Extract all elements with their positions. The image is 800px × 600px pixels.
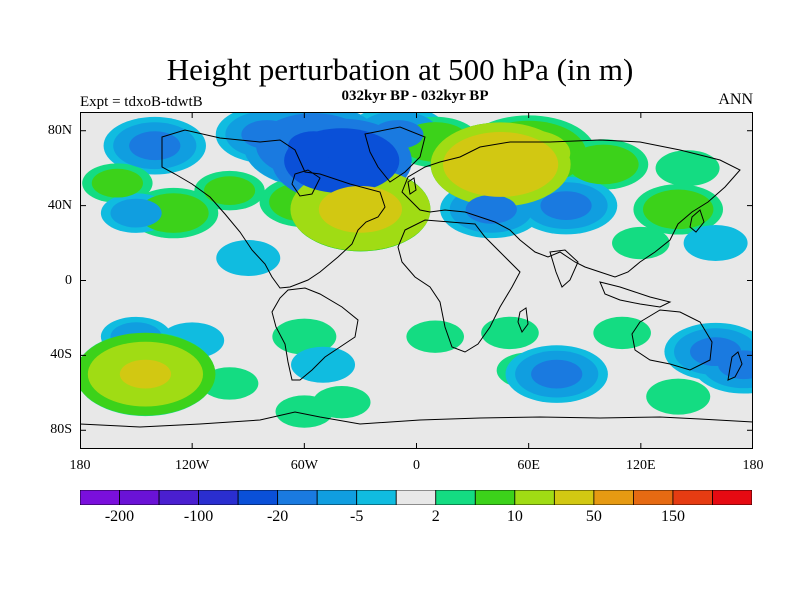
coastlines <box>80 126 753 428</box>
colorbar-swatch-3 <box>198 490 239 505</box>
coastline-north-america <box>161 129 386 289</box>
anomaly-blob-20-level-2 <box>683 225 748 262</box>
lon-label: 120W <box>175 458 210 473</box>
colorbar-swatch-9 <box>435 490 476 505</box>
plot-subtitle: 032kyr BP - 032kyr BP <box>341 88 489 104</box>
anomaly-blob-21-level-2 <box>216 240 281 277</box>
colorbar-label: 150 <box>660 508 685 525</box>
colorbar-label: -20 <box>266 508 289 525</box>
colorbar-swatch-4 <box>237 490 279 505</box>
colorbar-swatch-10 <box>474 490 516 505</box>
anomaly-blob-37-level-2 <box>646 378 711 415</box>
anomaly-blob-13-level-5 <box>138 193 209 233</box>
anomaly-blob-15-level-5 <box>203 176 256 206</box>
anomaly-blob-33-level-10 <box>531 359 583 389</box>
coastline-antarctica <box>80 411 753 428</box>
colorbar-swatch-8 <box>395 490 437 505</box>
lon-label: 180 <box>742 458 764 473</box>
lat-label: 40N <box>47 197 72 213</box>
anomaly-blob-19-level-2 <box>612 226 670 260</box>
anomaly-blob-27-level-2 <box>272 318 337 355</box>
lon-label: 60E <box>517 458 540 473</box>
anomaly-blob-8-level-5 <box>568 144 639 185</box>
colorbar-swatch-12 <box>553 490 595 505</box>
coastline-india <box>549 249 579 288</box>
colorbar-label: 10 <box>506 508 523 525</box>
anomaly-map <box>80 112 753 449</box>
lat-label: 80N <box>47 122 72 138</box>
anomaly-blob-9-level-2 <box>655 150 720 187</box>
anomaly-blob-38-level-2 <box>275 395 334 428</box>
anomaly-blob-17-level-10 <box>540 191 592 221</box>
season-label: ANN <box>718 91 753 108</box>
colorbar-swatch-2 <box>158 490 199 505</box>
coastline-africa <box>397 219 521 353</box>
coastline-south-america <box>271 287 359 381</box>
coastline-australia <box>631 309 713 371</box>
colorbar-label: -100 <box>183 508 214 525</box>
anomaly-blob-3-level-20 <box>288 131 340 161</box>
colorbar-swatch-13 <box>593 490 634 505</box>
anomaly-blob-18-level-5 <box>643 189 714 230</box>
colorbar-swatch-15 <box>672 490 713 505</box>
anomaly-blob-36-level-10 <box>718 350 753 380</box>
colorbar-swatch-16 <box>712 490 752 505</box>
lat-label: 80S <box>50 422 72 438</box>
coastline-indonesia <box>599 281 672 308</box>
experiment-label: Expt = tdxoB-tdwtB <box>80 94 203 110</box>
lon-label: 60W <box>290 458 318 473</box>
anomaly-blob-5-level-20 <box>443 132 559 197</box>
coastline-eurasia <box>401 139 741 278</box>
colorbar-swatch-7 <box>356 490 397 505</box>
coastline-greenland <box>364 126 426 183</box>
coastline-uk <box>407 177 417 195</box>
anomaly-field <box>80 112 753 428</box>
coastline-madagascar <box>517 307 529 334</box>
anomaly-blob-30-level-2 <box>406 320 464 353</box>
lon-label: 0 <box>413 458 420 473</box>
coastline-hudson-bay <box>291 169 321 197</box>
colorbar-label: -5 <box>350 508 364 525</box>
colorbar-label: 2 <box>431 508 440 525</box>
colorbar-swatch-14 <box>633 490 674 505</box>
anomaly-blob-31-level-2 <box>481 316 539 350</box>
anomaly-blob-34-level-2 <box>593 316 651 350</box>
lon-label: 120E <box>626 458 656 473</box>
colorbar-label: 50 <box>585 508 602 525</box>
anomaly-blob-14-level-5 <box>110 198 162 228</box>
colorbar <box>80 490 752 505</box>
coastline-japan <box>689 209 705 233</box>
colorbar-swatch-11 <box>514 490 555 505</box>
colorbar-swatch-6 <box>316 490 358 505</box>
anomaly-blob-28-level-2 <box>291 346 356 383</box>
colorbar-swatch-0 <box>80 490 120 505</box>
lat-label: 40S <box>50 347 72 363</box>
map-ticks <box>80 112 753 449</box>
colorbar-swatch-5 <box>277 490 318 505</box>
lat-label: 0 <box>65 272 72 288</box>
anomaly-blob-12-level-5 <box>91 168 143 198</box>
anomaly-blob-16-level-10 <box>465 194 517 224</box>
coastline-new-zealand <box>727 351 743 381</box>
colorbar-label: -200 <box>104 508 135 525</box>
anomaly-blob-0-level-10 <box>129 131 181 161</box>
lon-label: 180 <box>69 458 91 473</box>
anomaly-blob-25-level-20 <box>119 359 172 389</box>
anomaly-blob-10-level-20 <box>318 185 403 233</box>
colorbar-swatch-1 <box>119 490 160 505</box>
plot-title: Height perturbation at 500 hPa (in m) <box>166 52 634 87</box>
